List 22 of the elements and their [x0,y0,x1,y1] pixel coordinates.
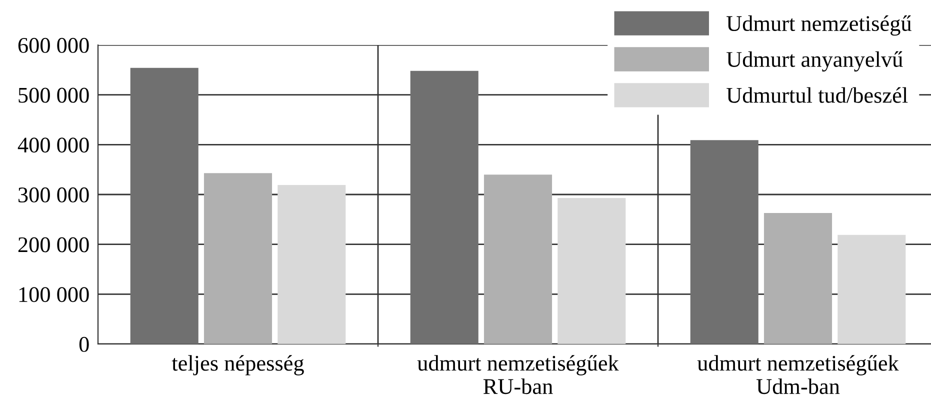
bar [130,68,198,344]
y-tick-label: 300 000 [18,187,89,202]
bar [278,185,346,344]
bar [484,174,552,344]
bar [764,212,832,344]
x-tick-label: udmurt nemzetiségűek RU-ban [417,355,619,394]
y-tick-label: 600 000 [18,38,89,53]
y-tick-label: 100 000 [19,287,89,302]
y-tick-label: 400 000 [18,138,89,153]
bar [690,140,758,344]
bar [838,234,906,344]
bar [204,173,272,344]
legend-label: Udmurtul tud/beszél [726,87,908,103]
y-tick-label: 200 000 [18,237,89,252]
bar [558,198,626,344]
legend-label: Udmurt nemzetiségű [726,15,912,36]
bar [410,70,478,344]
x-tick-label: udmurt nemzetiségűek Udm-ban [697,355,899,394]
x-tick-label: teljes népesség [172,355,304,376]
legend-label: Udmurt anyanyelvű [726,51,903,72]
y-tick-label: 500 000 [18,88,89,103]
y-tick-label: 0 [79,336,89,352]
